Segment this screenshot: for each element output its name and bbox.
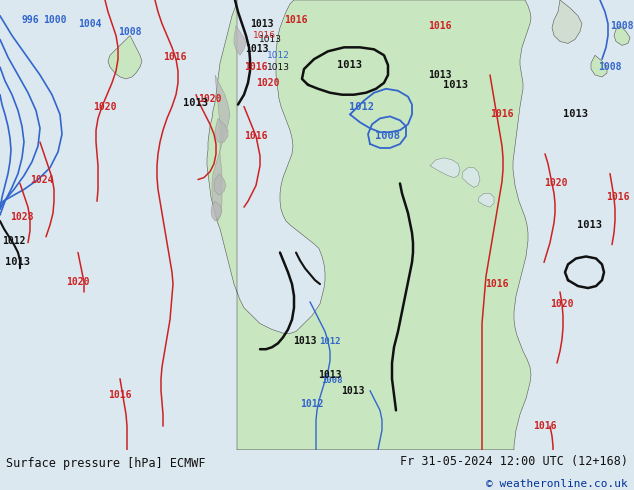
Polygon shape bbox=[212, 75, 230, 221]
Text: 1016: 1016 bbox=[428, 21, 452, 31]
Polygon shape bbox=[234, 25, 246, 55]
Text: © weatheronline.co.uk: © weatheronline.co.uk bbox=[486, 479, 628, 489]
Text: 1020: 1020 bbox=[66, 277, 90, 287]
Text: 1012: 1012 bbox=[266, 51, 290, 60]
Text: 1004: 1004 bbox=[78, 19, 101, 29]
Polygon shape bbox=[552, 0, 582, 44]
Text: 1028: 1028 bbox=[10, 212, 34, 222]
Text: 1008: 1008 bbox=[321, 376, 343, 385]
Text: 1013: 1013 bbox=[443, 80, 467, 90]
Polygon shape bbox=[214, 173, 226, 196]
Polygon shape bbox=[430, 158, 460, 177]
Polygon shape bbox=[211, 201, 222, 221]
Text: 1000: 1000 bbox=[43, 15, 67, 24]
Text: 1016: 1016 bbox=[108, 390, 132, 399]
Text: 1013: 1013 bbox=[341, 386, 365, 395]
Text: 1016: 1016 bbox=[163, 52, 187, 62]
Text: 1020: 1020 bbox=[93, 101, 117, 112]
Text: 1020: 1020 bbox=[550, 299, 574, 309]
Text: 1013: 1013 bbox=[337, 60, 363, 70]
Text: 1013: 1013 bbox=[183, 98, 209, 108]
Text: 1012: 1012 bbox=[3, 236, 26, 245]
Polygon shape bbox=[207, 0, 531, 450]
Text: 1008: 1008 bbox=[611, 21, 634, 31]
Text: 1020: 1020 bbox=[198, 94, 222, 104]
Text: 1013: 1013 bbox=[428, 70, 452, 80]
Text: 1016: 1016 bbox=[485, 279, 508, 289]
Text: 1012: 1012 bbox=[301, 399, 324, 410]
Text: 1016: 1016 bbox=[244, 131, 268, 141]
Text: 1008: 1008 bbox=[598, 62, 622, 72]
Text: 1016: 1016 bbox=[490, 109, 514, 120]
Text: 1024: 1024 bbox=[30, 174, 54, 185]
Text: 1013: 1013 bbox=[6, 257, 30, 268]
Text: 1016: 1016 bbox=[533, 421, 557, 431]
Text: 1008: 1008 bbox=[119, 26, 142, 37]
Polygon shape bbox=[108, 35, 142, 79]
Text: 1013: 1013 bbox=[318, 370, 342, 380]
Text: 1012: 1012 bbox=[320, 337, 340, 346]
Text: 1020: 1020 bbox=[544, 178, 568, 189]
Text: Fr 31-05-2024 12:00 UTC (12+168): Fr 31-05-2024 12:00 UTC (12+168) bbox=[399, 455, 628, 468]
Text: 996: 996 bbox=[21, 15, 39, 24]
Text: 1016: 1016 bbox=[606, 192, 630, 202]
Polygon shape bbox=[462, 168, 480, 187]
Text: 1013: 1013 bbox=[266, 63, 290, 72]
Text: 1020: 1020 bbox=[256, 78, 280, 88]
Text: 1016: 1016 bbox=[252, 31, 276, 40]
Text: 1013: 1013 bbox=[259, 35, 281, 44]
Polygon shape bbox=[614, 25, 630, 46]
Text: 1013: 1013 bbox=[250, 19, 274, 29]
Text: 1016: 1016 bbox=[244, 62, 268, 72]
Text: 1012: 1012 bbox=[349, 101, 375, 112]
Text: 1008: 1008 bbox=[375, 131, 401, 141]
Text: 1016: 1016 bbox=[284, 15, 307, 24]
Polygon shape bbox=[215, 119, 228, 142]
Text: 1013: 1013 bbox=[245, 44, 269, 54]
Text: 1013: 1013 bbox=[578, 220, 602, 230]
Polygon shape bbox=[478, 194, 494, 207]
Polygon shape bbox=[591, 55, 607, 77]
Text: Surface pressure [hPa] ECMWF: Surface pressure [hPa] ECMWF bbox=[6, 457, 206, 470]
Text: 1013: 1013 bbox=[294, 336, 317, 346]
Text: 1013: 1013 bbox=[564, 109, 588, 120]
